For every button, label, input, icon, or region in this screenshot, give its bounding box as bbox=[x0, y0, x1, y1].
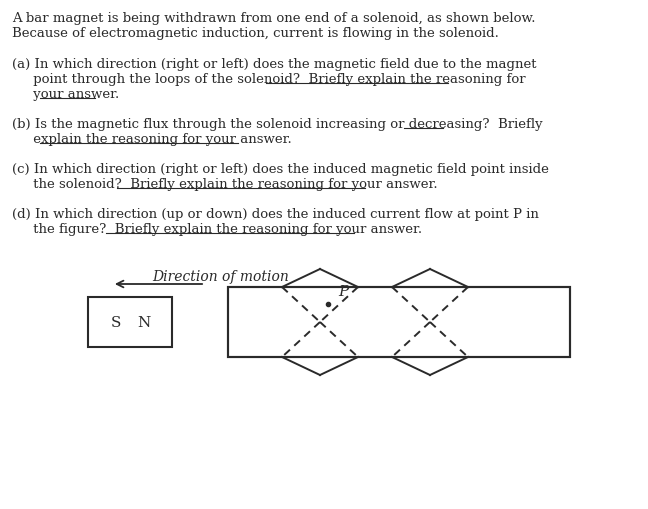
Text: (b) Is the magnetic flux through the solenoid increasing or decreasing?  Briefly: (b) Is the magnetic flux through the sol… bbox=[12, 118, 542, 131]
Text: the solenoid?  Briefly explain the reasoning for your answer.: the solenoid? Briefly explain the reason… bbox=[12, 178, 437, 191]
Bar bbox=[88, 297, 172, 347]
Text: S: S bbox=[111, 316, 121, 329]
Text: (d) In which direction (up or down) does the induced current flow at point P in: (d) In which direction (up or down) does… bbox=[12, 208, 539, 220]
Text: Because of electromagnetic induction, current is flowing in the solenoid.: Because of electromagnetic induction, cu… bbox=[12, 27, 499, 40]
Text: your answer.: your answer. bbox=[12, 88, 119, 101]
Bar bbox=[228, 288, 570, 357]
Text: P: P bbox=[338, 285, 348, 298]
Text: Direction of motion: Direction of motion bbox=[152, 269, 289, 284]
Bar bbox=[228, 288, 570, 357]
Text: (c) In which direction (right or left) does the induced magnetic field point ins: (c) In which direction (right or left) d… bbox=[12, 163, 549, 176]
Text: A bar magnet is being withdrawn from one end of a solenoid, as shown below.: A bar magnet is being withdrawn from one… bbox=[12, 12, 535, 25]
Text: (a) In which direction (right or left) does the magnetic field due to the magnet: (a) In which direction (right or left) d… bbox=[12, 58, 537, 71]
Text: explain the reasoning for your answer.: explain the reasoning for your answer. bbox=[12, 133, 292, 146]
Text: the figure?  Briefly explain the reasoning for your answer.: the figure? Briefly explain the reasonin… bbox=[12, 222, 422, 236]
Text: point through the loops of the solenoid?  Briefly explain the reasoning for: point through the loops of the solenoid?… bbox=[12, 73, 526, 86]
Text: N: N bbox=[137, 316, 150, 329]
